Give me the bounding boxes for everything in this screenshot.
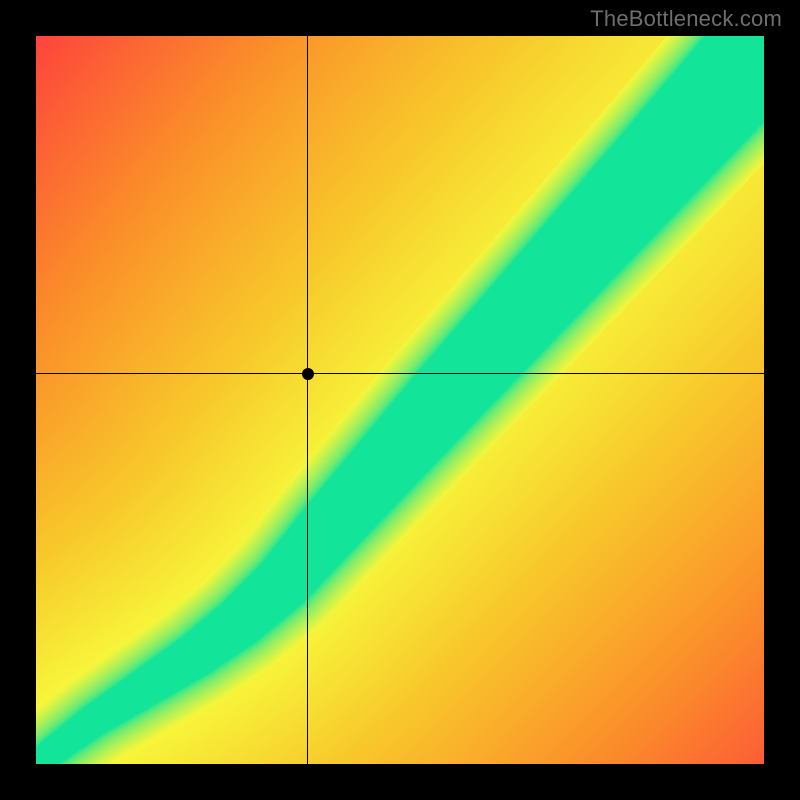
watermark-text: TheBottleneck.com	[590, 6, 782, 32]
heatmap-canvas	[36, 36, 764, 764]
chart-container: TheBottleneck.com	[0, 0, 800, 800]
crosshair-horizontal	[36, 373, 764, 374]
heatmap-plot	[36, 36, 764, 764]
crosshair-marker	[302, 368, 314, 380]
crosshair-vertical	[307, 36, 308, 764]
